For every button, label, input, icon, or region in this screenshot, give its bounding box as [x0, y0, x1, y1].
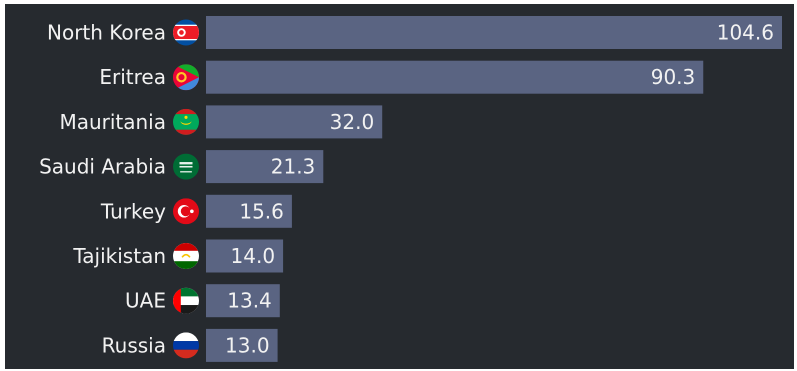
bar [206, 105, 383, 139]
value-label: 90.3 [651, 65, 696, 89]
bar [206, 60, 704, 94]
bar-row: UAE 13.4 [125, 284, 280, 318]
value-label: 32.0 [330, 110, 375, 134]
bar-row: Russia 13.0 [102, 328, 278, 362]
chart-panel: North Korea 104.6 Eritrea 90.3 Mauritania 32.… [5, 4, 794, 369]
bar-row: Saudi Arabia 21.3 [39, 150, 324, 184]
category-label: Turkey [100, 199, 166, 223]
tajikistan-flag-icon [173, 243, 199, 269]
bar [206, 239, 284, 273]
saudi-arabia-flag-icon [173, 153, 199, 180]
bar-row: North Korea 104.6 [47, 16, 782, 49]
category-label: UAE [125, 289, 166, 313]
eritrea-flag-icon [173, 64, 199, 91]
category-label: Saudi Arabia [39, 155, 166, 179]
value-label: 15.6 [239, 199, 284, 223]
bar [206, 16, 782, 49]
value-label: 13.0 [225, 333, 270, 357]
value-label: 14.0 [231, 244, 276, 268]
category-label: Eritrea [99, 65, 166, 89]
bar [206, 150, 324, 184]
bar-row: Mauritania 32.0 [59, 105, 383, 139]
bar [206, 328, 278, 362]
mauritania-flag-icon [173, 108, 199, 135]
value-label: 13.4 [227, 289, 272, 313]
value-label: 104.6 [717, 21, 774, 45]
turkey-flag-icon [173, 198, 199, 225]
bar-chart: North Korea 104.6 Eritrea 90.3 Mauritania 32.… [39, 16, 782, 362]
north-korea-flag-icon [173, 19, 199, 46]
bar [206, 284, 280, 318]
russia-flag-icon [173, 332, 199, 359]
bar-row: Tajikistan 14.0 [72, 239, 284, 273]
category-label: Tajikistan [72, 244, 166, 268]
bar-row: Eritrea 90.3 [99, 60, 704, 94]
bar [206, 194, 292, 228]
category-label: Mauritania [59, 110, 166, 134]
category-label: North Korea [47, 21, 166, 45]
uae-flag-icon [173, 287, 199, 314]
category-label: Russia [102, 333, 166, 357]
bar-row: Turkey 15.6 [100, 194, 292, 228]
value-label: 21.3 [271, 155, 316, 179]
